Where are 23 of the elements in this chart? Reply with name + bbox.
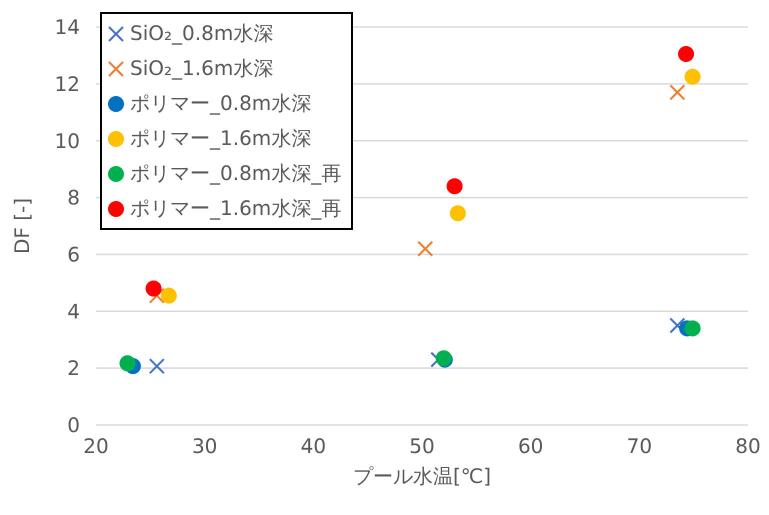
x-axis-title: プール水温[℃] (352, 464, 492, 488)
x-tick-label: 40 (300, 434, 326, 458)
x-tick-label: 50 (409, 434, 435, 458)
y-tick-label: 2 (67, 356, 80, 380)
y-tick-label: 4 (67, 299, 80, 324)
x-tick-label: 80 (735, 434, 761, 458)
y-tick-label: 14 (54, 15, 80, 40)
legend-label: ポリマー_0.8m水深 (130, 90, 312, 117)
x-tick-label: 60 (518, 434, 544, 458)
y-tick-label: 12 (54, 72, 80, 96)
legend-label: SiO₂_1.6m水深 (130, 55, 274, 82)
y-tick-label: 0 (67, 413, 80, 438)
x-tick-label: 20 (83, 434, 109, 458)
x-tick-label: 70 (626, 434, 652, 458)
x-tick-label: 30 (192, 434, 218, 458)
legend-label: ポリマー_1.6m水深_再 (130, 195, 342, 222)
y-tick-label: 10 (54, 128, 80, 153)
legend-label: ポリマー_1.6m水深 (130, 125, 312, 152)
y-axis-title: DF [-] (10, 198, 34, 254)
legend-label: SiO₂_0.8m水深 (130, 20, 274, 47)
y-tick-label: 6 (67, 242, 80, 267)
y-tick-label: 8 (67, 186, 80, 210)
legend-label: ポリマー_0.8m水深_再 (130, 160, 342, 187)
